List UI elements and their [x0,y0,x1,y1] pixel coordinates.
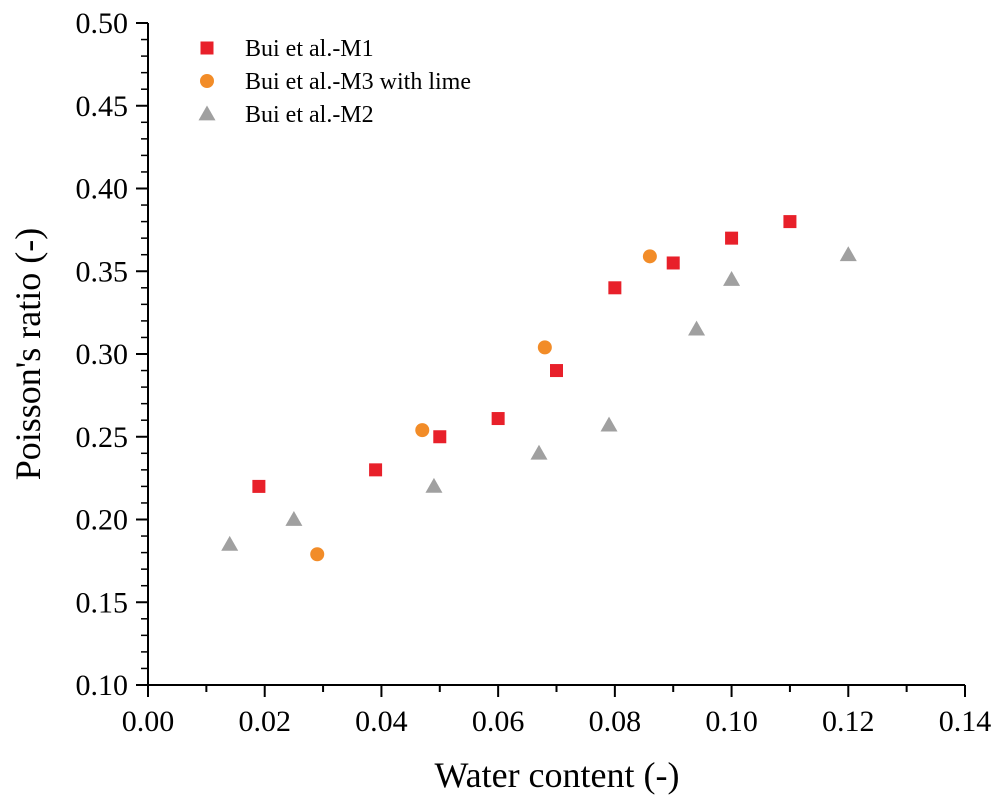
x-tick-label: 0.00 [122,705,175,738]
x-tick-label: 0.12 [822,705,875,738]
legend-label-3: Bui et al.-M2 [245,102,374,128]
legend-label-2: Bui et al.-M3 with lime [245,69,471,95]
data-point-series-1 [783,215,797,229]
y-tick-label: 0.15 [76,586,129,619]
data-point-series-3 [530,444,548,460]
data-point-series-1 [608,281,622,295]
legend-marker-1 [200,41,214,55]
data-point-series-3 [723,271,741,286]
data-point-series-2 [415,423,430,438]
data-point-series-3 [600,416,618,432]
data-point-series-3 [285,511,303,526]
data-points [221,215,857,562]
tick-labels: 0.00 0.02 0.04 0.06 0.08 0.10 0.12 0.14 0.10 0.15… [76,7,992,738]
data-point-series-3 [839,246,857,262]
x-axis-title: Water content (-) [435,755,680,795]
data-point-series-2 [310,547,325,562]
data-point-series-1 [550,364,563,378]
legend-label-1: Bui et al.-M1 [245,36,374,62]
data-point-series-1 [369,463,383,477]
y-tick-label: 0.10 [76,669,129,702]
data-point-series-3 [425,477,443,493]
data-point-series-1 [252,479,266,493]
y-tick-label: 0.20 [76,504,129,537]
legend: Bui et al.-M1 Bui et al.-M3 with lime Bui … [198,36,471,128]
x-tick-label: 0.14 [939,705,992,738]
data-point-series-3 [688,320,706,336]
legend-marker-2 [200,74,214,88]
data-point-series-3 [221,535,239,551]
y-tick-label: 0.25 [76,421,129,454]
y-tick-label: 0.45 [76,90,129,123]
x-tick-label: 0.06 [472,705,525,738]
data-point-series-1 [666,256,680,270]
data-point-series-1 [433,430,447,444]
x-tick-label: 0.10 [705,705,758,738]
legend-marker-3 [198,105,216,121]
data-point-series-1 [725,231,739,245]
y-tick-label: 0.30 [76,338,129,371]
data-point-series-1 [491,412,505,426]
x-tick-label: 0.04 [355,705,408,738]
x-tick-label: 0.08 [589,705,642,738]
y-axis-title: Poisson's ratio (-) [8,228,48,480]
data-point-series-2 [537,340,552,355]
data-point-series-2 [642,249,657,264]
y-tick-label: 0.40 [76,173,129,206]
ticks [136,22,966,697]
y-tick-label: 0.35 [76,255,129,288]
x-tick-label: 0.02 [238,705,291,738]
y-tick-label: 0.50 [76,7,129,40]
